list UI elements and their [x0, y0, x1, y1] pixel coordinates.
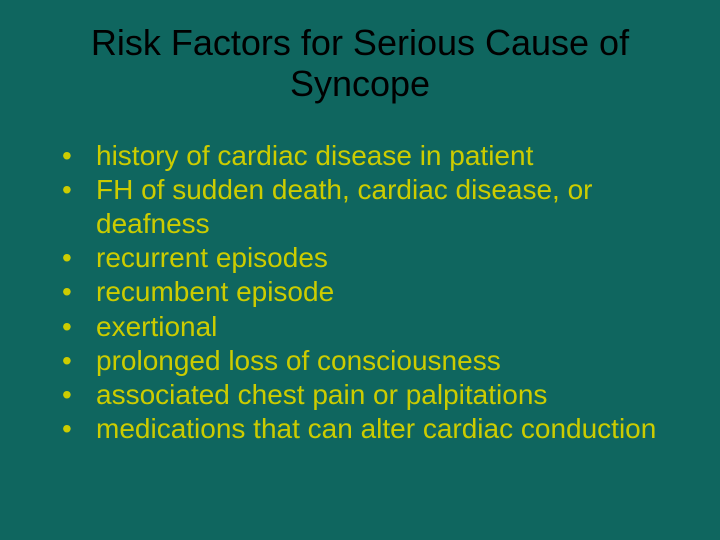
- list-item: history of cardiac disease in patient: [62, 139, 690, 173]
- list-item: associated chest pain or palpitations: [62, 378, 690, 412]
- bullet-list: history of cardiac disease in patient FH…: [30, 139, 690, 446]
- list-item: FH of sudden death, cardiac disease, or …: [62, 173, 690, 241]
- slide-title: Risk Factors for Serious Cause of Syncop…: [30, 22, 690, 105]
- list-item: medications that can alter cardiac condu…: [62, 412, 690, 446]
- list-item: exertional: [62, 310, 690, 344]
- list-item: prolonged loss of consciousness: [62, 344, 690, 378]
- list-item: recumbent episode: [62, 275, 690, 309]
- list-item: recurrent episodes: [62, 241, 690, 275]
